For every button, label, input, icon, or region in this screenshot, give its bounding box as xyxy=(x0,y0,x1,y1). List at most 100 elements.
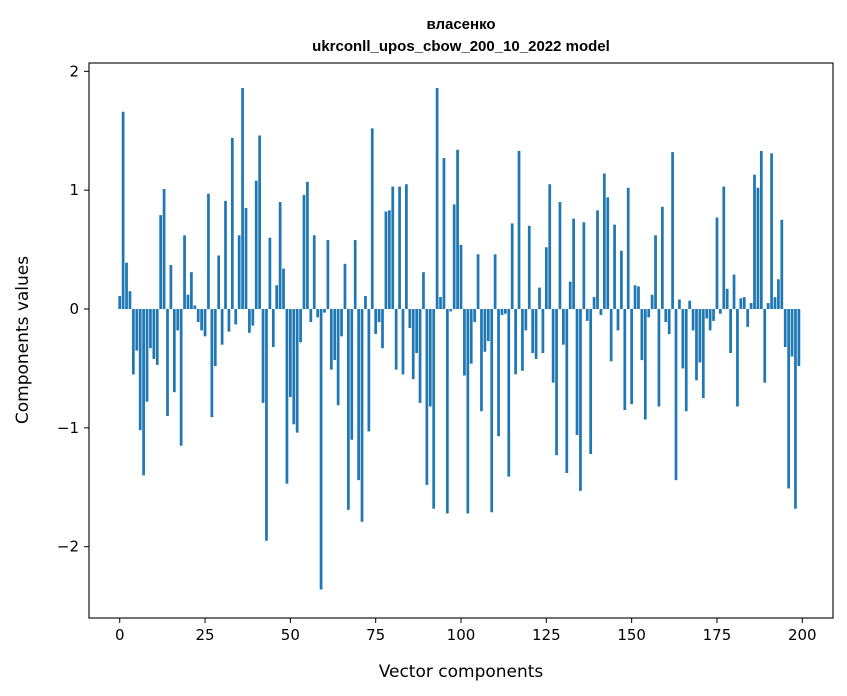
bar-152 xyxy=(637,286,640,310)
y-tick-label-1: 1 xyxy=(69,181,79,199)
x-axis: 0 25 50 75 100 125 150 175 200 xyxy=(115,618,817,644)
bar-186 xyxy=(753,174,756,309)
bar-108 xyxy=(486,309,490,342)
bar-159 xyxy=(660,206,664,310)
bar-76 xyxy=(377,309,381,323)
bar-153 xyxy=(640,309,644,361)
bar-35 xyxy=(237,235,241,309)
x-tick-label-25: 25 xyxy=(195,626,214,644)
bar-150 xyxy=(630,309,634,405)
bar-148 xyxy=(623,309,627,411)
bar-120 xyxy=(527,225,531,310)
bar-121 xyxy=(531,309,535,353)
bar-188 xyxy=(759,150,763,309)
bar-114 xyxy=(507,309,511,477)
bar-8 xyxy=(145,309,149,402)
bar-99 xyxy=(456,149,459,310)
bar-0 xyxy=(118,295,122,309)
bar-105 xyxy=(476,254,480,310)
bar-42 xyxy=(261,309,265,403)
bar-142 xyxy=(602,173,606,309)
bar-89 xyxy=(422,272,425,309)
bar-32 xyxy=(227,309,231,332)
bar-118 xyxy=(521,309,524,371)
bar-91 xyxy=(428,309,432,407)
bar-63 xyxy=(333,309,337,361)
bar-2 xyxy=(125,262,128,310)
bar-61 xyxy=(326,240,330,310)
bar-183 xyxy=(742,297,746,309)
bar-101 xyxy=(463,309,466,376)
bar-175 xyxy=(715,217,719,310)
bar-83 xyxy=(401,309,405,375)
bar-125 xyxy=(544,247,548,310)
bar-72 xyxy=(364,295,367,309)
bar-115 xyxy=(510,223,514,310)
bar-119 xyxy=(524,309,528,331)
bar-141 xyxy=(599,309,603,315)
bar-73 xyxy=(367,309,371,432)
bar-177 xyxy=(722,186,726,310)
bar-182 xyxy=(739,298,743,310)
bar-138 xyxy=(589,309,593,454)
bar-67 xyxy=(347,309,350,510)
bar-13 xyxy=(162,188,166,309)
bar-133 xyxy=(572,218,575,310)
bar-166 xyxy=(684,309,688,412)
bar-6 xyxy=(138,309,142,431)
bar-10 xyxy=(152,309,156,359)
bar-28 xyxy=(213,309,217,367)
x-tick-label-100: 100 xyxy=(447,626,476,644)
bar-52 xyxy=(295,309,299,433)
bar-151 xyxy=(633,285,637,310)
bar-145 xyxy=(613,224,616,310)
bar-18 xyxy=(179,309,183,446)
bar-40 xyxy=(254,180,258,310)
bar-38 xyxy=(248,309,251,333)
bar-15 xyxy=(169,265,173,309)
bar-56 xyxy=(309,309,313,323)
bar-112 xyxy=(500,309,504,315)
bar-124 xyxy=(541,309,545,353)
bar-167 xyxy=(688,300,692,310)
bar-181 xyxy=(736,309,739,407)
bar-88 xyxy=(418,309,422,403)
chart-subtitle: ukrconll_upos_cbow_200_10_2022 model xyxy=(312,38,610,55)
bar-196 xyxy=(787,309,790,489)
bar-195 xyxy=(783,309,787,348)
bar-187 xyxy=(756,187,760,310)
bar-51 xyxy=(292,309,296,425)
bar-147 xyxy=(620,250,623,309)
bar-131 xyxy=(565,309,569,474)
bar-80 xyxy=(391,186,395,310)
bar-19 xyxy=(183,235,186,309)
bar-170 xyxy=(698,309,702,363)
bar-128 xyxy=(555,309,558,456)
bar-198 xyxy=(794,309,797,509)
bar-136 xyxy=(582,222,586,310)
bar-137 xyxy=(585,309,589,321)
bar-123 xyxy=(538,287,541,309)
bar-17 xyxy=(176,309,180,331)
bar-60 xyxy=(323,309,326,313)
bar-75 xyxy=(374,309,378,334)
bar-78 xyxy=(384,211,388,309)
bar-180 xyxy=(732,274,736,309)
bar-160 xyxy=(664,309,668,323)
plot-frame xyxy=(88,62,834,619)
bar-107 xyxy=(483,309,487,352)
bar-68 xyxy=(350,309,354,440)
bar-126 xyxy=(548,184,552,310)
bar-11 xyxy=(155,309,159,365)
bar-66 xyxy=(343,263,347,310)
bar-74 xyxy=(370,128,374,309)
bar-29 xyxy=(217,255,221,310)
bar-129 xyxy=(558,202,562,310)
bar-85 xyxy=(408,309,412,329)
bar-169 xyxy=(695,309,698,381)
bar-110 xyxy=(493,254,497,310)
bar-190 xyxy=(766,303,770,309)
bar-164 xyxy=(678,299,681,310)
bar-37 xyxy=(244,207,248,310)
bar-70 xyxy=(357,309,360,481)
